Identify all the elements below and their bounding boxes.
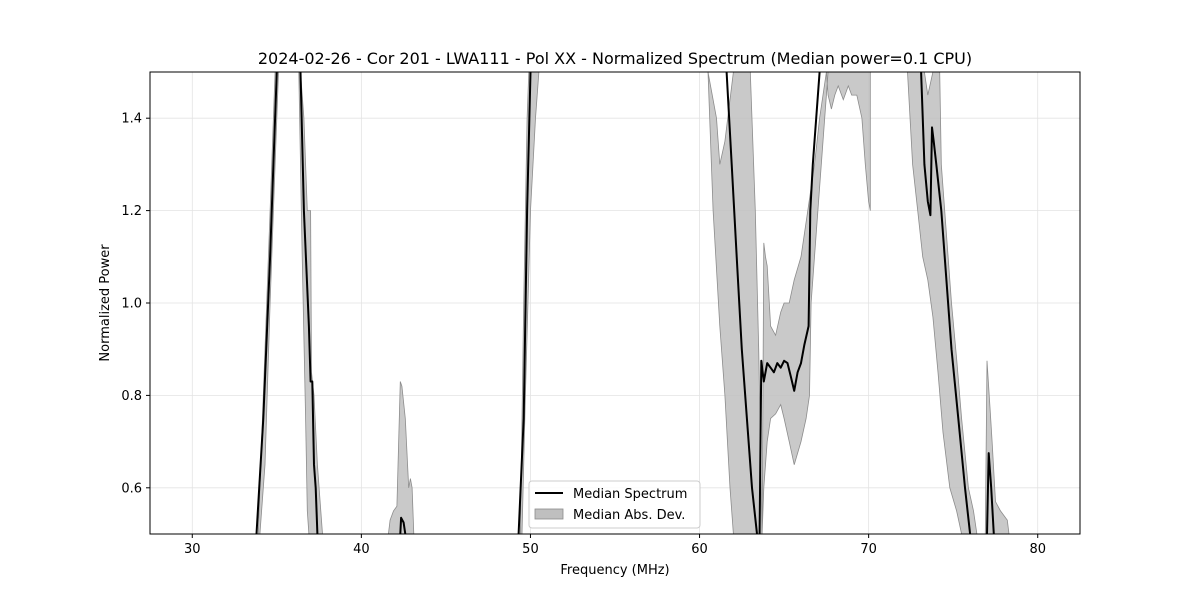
- chart-title: 2024-02-26 - Cor 201 - LWA111 - Pol XX -…: [258, 49, 972, 68]
- legend-label-median-abs-dev: Median Abs. Dev.: [573, 508, 685, 523]
- x-tick-label: 40: [353, 542, 370, 557]
- y-tick-label: 1.0: [121, 297, 142, 312]
- x-axis-label: Frequency (MHz): [560, 563, 669, 578]
- mad-band-segment: [387, 381, 415, 534]
- mad-band-segment: [298, 72, 323, 534]
- median-spectrum-line: [299, 72, 319, 534]
- legend: Median Spectrum Median Abs. Dev.: [528, 480, 701, 529]
- median-spectrum-line: [758, 72, 821, 534]
- x-tick-label: 60: [691, 542, 708, 557]
- legend-band-swatch: [534, 508, 564, 520]
- median-spectrum-line: [399, 516, 407, 534]
- median-spectrum-line: [986, 452, 995, 534]
- median-spectrum-line: [255, 72, 278, 534]
- y-tick-label: 0.8: [121, 389, 142, 404]
- median-spectrum-line: [517, 72, 532, 534]
- x-tick-label: 50: [522, 542, 539, 557]
- x-tick-label: 70: [860, 542, 877, 557]
- y-tick-label: 1.4: [121, 112, 142, 127]
- y-tick-label: 0.6: [121, 481, 142, 496]
- y-axis-label: Normalized Power: [98, 244, 113, 362]
- legend-box: [528, 480, 701, 529]
- ticks: 30 40 50 60 70 80 0.6 0.8 1.0 1.2 1.4: [121, 112, 1046, 557]
- y-tick-label: 1.2: [121, 204, 142, 219]
- legend-label-median-spectrum: Median Spectrum: [573, 487, 687, 502]
- mad-band-segment: [761, 72, 871, 534]
- mad-band-segment: [907, 72, 978, 534]
- x-tick-label: 80: [1029, 542, 1046, 557]
- median-spectrum-line: [920, 72, 972, 534]
- mad-band-segment: [519, 72, 540, 534]
- x-tick-label: 30: [184, 542, 201, 557]
- median-line-layer: [255, 72, 995, 534]
- median-spectrum-line: [725, 72, 758, 534]
